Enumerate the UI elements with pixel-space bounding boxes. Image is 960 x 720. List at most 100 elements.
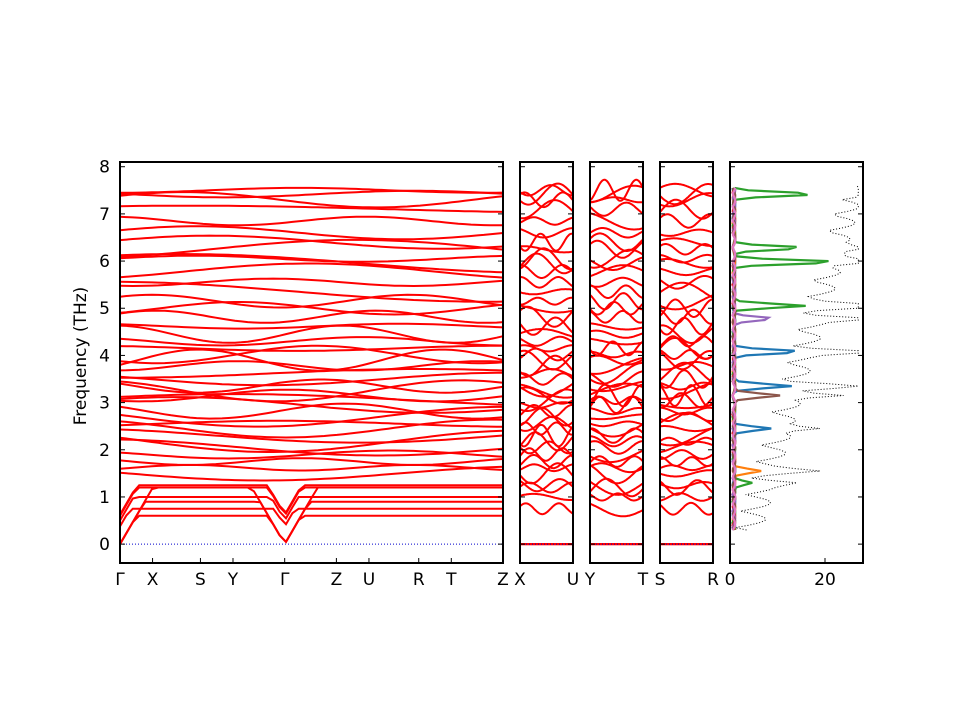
dos-x-tick-label: 20: [814, 570, 836, 590]
band-line: [519, 245, 574, 254]
band-line: [659, 392, 714, 409]
band-line: [519, 328, 574, 338]
y-tick-label: 0: [99, 535, 110, 555]
band-line: [589, 184, 644, 204]
band-line: [119, 418, 504, 439]
band-line: [119, 388, 504, 403]
x-tick-label: S: [655, 570, 666, 590]
x-tick-label: Γ: [115, 570, 125, 590]
band-line: [659, 253, 714, 264]
dos-panel: [731, 185, 859, 531]
x-tick-label: Y: [227, 570, 239, 590]
band-line: [519, 404, 574, 419]
band-line: [589, 449, 644, 464]
bands-xu: [519, 182, 574, 546]
band-line: [659, 237, 713, 248]
band-line: [589, 380, 644, 393]
band-line: [659, 464, 713, 472]
band-line: [589, 480, 644, 496]
band-line: [659, 258, 714, 269]
x-tick-label: R: [413, 570, 425, 590]
band-line: [659, 294, 714, 311]
band-line: [519, 502, 574, 516]
band-line: [659, 361, 714, 371]
band-line: [589, 284, 644, 299]
band-line: [589, 477, 644, 498]
band-line: [659, 308, 714, 325]
band-line: [119, 507, 503, 527]
band-line: [519, 288, 574, 296]
band-line: [589, 212, 644, 231]
band-line: [589, 309, 644, 324]
band-line: [589, 361, 643, 385]
band-line: [519, 383, 574, 399]
band-line: [519, 431, 574, 452]
band-line: [120, 368, 504, 379]
panel-frame-sr: [659, 161, 714, 564]
total-dos-line: [735, 185, 859, 531]
band-line: [119, 405, 503, 428]
band-line: [119, 262, 504, 279]
band-line: [589, 357, 644, 375]
band-line: [119, 322, 504, 330]
band-line: [519, 492, 574, 501]
band-line: [589, 337, 644, 346]
band-line: [659, 382, 714, 400]
band-line: [119, 465, 504, 482]
band-line: [589, 420, 644, 428]
y-tick-label: 7: [99, 205, 110, 225]
band-line: [519, 382, 574, 398]
band-line: [589, 462, 644, 474]
band-line: [589, 232, 644, 252]
band-line: [519, 454, 574, 470]
x-tick-label: Γ: [280, 570, 290, 590]
band-line: [589, 502, 644, 518]
band-line: [659, 324, 714, 344]
band-line: [589, 492, 644, 502]
band-line: [589, 292, 644, 311]
y-tick-label: 1: [99, 488, 110, 508]
band-line: [659, 213, 714, 229]
band-line: [659, 267, 714, 277]
band-line: [589, 178, 644, 202]
band-line: [659, 427, 714, 447]
band-line: [659, 228, 714, 237]
band-line: [119, 484, 503, 516]
bands-yt: [589, 178, 644, 546]
band-line: [589, 370, 644, 388]
band-line: [519, 232, 574, 252]
band-line: [120, 186, 504, 194]
band-line: [520, 296, 574, 306]
band-line: [519, 354, 574, 377]
band-line: [119, 254, 504, 263]
band-line: [659, 440, 714, 454]
y-tick-label: 5: [99, 299, 110, 319]
band-line: [590, 435, 644, 448]
partial-dos-line: [731, 187, 737, 531]
band-line: [119, 309, 504, 324]
band-line: [659, 350, 714, 371]
panel-frame-main: [119, 161, 504, 564]
band-line: [119, 500, 503, 545]
band-line: [519, 421, 574, 436]
x-tick-label: T: [445, 570, 457, 590]
x-tick-label: X: [514, 570, 526, 590]
band-line: [589, 440, 644, 455]
band-line: [119, 457, 504, 467]
band-line: [119, 438, 504, 457]
band-line: [589, 455, 644, 468]
panel-frame-xu: [519, 161, 574, 564]
band-line: [589, 329, 644, 339]
band-line: [119, 336, 504, 347]
band-line: [659, 183, 714, 206]
band-line: [119, 324, 504, 344]
panel-frame-yt: [589, 161, 644, 564]
band-line: [119, 486, 503, 517]
band-line: [119, 348, 504, 372]
band-line: [119, 293, 504, 309]
band-line: [119, 215, 504, 227]
x-tick-label: Z: [331, 570, 343, 590]
band-line: [659, 369, 714, 389]
